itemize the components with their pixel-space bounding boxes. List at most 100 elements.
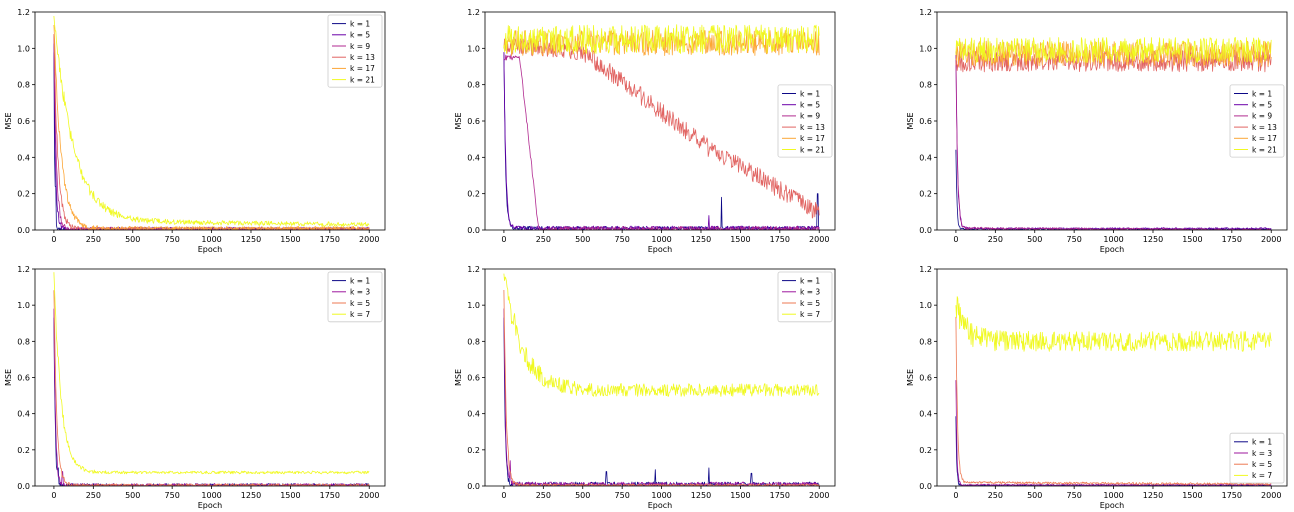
y-tick-label: 1.0 bbox=[17, 44, 30, 53]
x-tick-label: 1000 bbox=[201, 491, 221, 500]
subplot: 0 250 500 750 1000 1250 1500 1750 2000 0.0 0.2 0.4 0… bbox=[906, 265, 1288, 510]
y-tick-label: 0.6 bbox=[17, 374, 30, 383]
y-tick-label: 0.0 bbox=[467, 482, 480, 491]
series-group bbox=[53, 15, 370, 230]
x-tick-label: 1000 bbox=[1103, 491, 1123, 500]
x-tick-label: 0 bbox=[953, 491, 958, 500]
legend-label: k = 1 bbox=[350, 19, 370, 28]
x-tick-label: 1250 bbox=[1143, 491, 1163, 500]
series-line-k7 bbox=[503, 273, 820, 397]
y-axis-label: MSE bbox=[906, 369, 915, 386]
legend-label: k = 5 bbox=[350, 31, 370, 40]
y-tick-label: 0.4 bbox=[467, 153, 480, 162]
legend-label: k = 5 bbox=[800, 101, 820, 110]
x-tick-label: 0 bbox=[501, 235, 506, 244]
x-tick-label: 2000 bbox=[359, 491, 379, 500]
legend: k = 1 k = 3 k = 5 k = 7 bbox=[327, 271, 383, 323]
x-tick-label: 1000 bbox=[651, 491, 671, 500]
y-tick-label: 0.8 bbox=[467, 337, 480, 346]
series-line-k5 bbox=[955, 51, 1272, 230]
legend: k = 1 k = 3 k = 5 k = 7 bbox=[777, 271, 833, 323]
legend-box bbox=[777, 271, 833, 323]
series-line-k5 bbox=[503, 52, 820, 230]
x-tick-label: 1750 bbox=[320, 235, 340, 244]
x-axis-label: Epoch bbox=[1100, 245, 1125, 254]
x-tick-label: 750 bbox=[1067, 235, 1082, 244]
series-line-k21 bbox=[53, 15, 370, 227]
y-tick-label: 0.4 bbox=[17, 410, 30, 419]
y-tick-label: 0.4 bbox=[919, 153, 932, 162]
legend-label: k = 5 bbox=[800, 299, 820, 308]
legend-label: k = 13 bbox=[1252, 123, 1277, 132]
x-tick-label: 2000 bbox=[359, 235, 379, 244]
x-tick-label: 1250 bbox=[691, 235, 711, 244]
series-line-k3 bbox=[503, 308, 820, 486]
x-axis-label: Epoch bbox=[198, 245, 223, 254]
legend-label: k = 7 bbox=[1252, 471, 1272, 480]
x-tick-label: 250 bbox=[536, 235, 551, 244]
y-tick-label: 0.2 bbox=[17, 190, 30, 199]
x-tick-label: 1250 bbox=[241, 491, 261, 500]
y-axis-label: MSE bbox=[454, 369, 463, 386]
y-tick-label: 1.2 bbox=[919, 8, 932, 17]
subplot: 0 250 500 750 1000 1250 1500 1750 2000 0.0 0.2 0.4 0… bbox=[906, 8, 1288, 254]
series-line-k5 bbox=[955, 316, 1272, 486]
subplot: 0 250 500 750 1000 1250 1500 1750 2000 0.0 0.2 0.4 0… bbox=[454, 265, 836, 510]
y-axis-label: MSE bbox=[4, 369, 13, 386]
legend-label: k = 3 bbox=[1252, 449, 1272, 458]
legend-label: k = 3 bbox=[800, 288, 820, 297]
y-tick-label: 0.0 bbox=[467, 226, 480, 235]
legend: k = 1 k = 3 k = 5 k = 7 bbox=[1229, 432, 1285, 484]
series-line-k3 bbox=[955, 380, 1272, 486]
series-group bbox=[955, 37, 1272, 230]
x-tick-label: 750 bbox=[165, 235, 180, 244]
legend-label: k = 7 bbox=[800, 310, 820, 319]
x-tick-label: 500 bbox=[575, 235, 590, 244]
legend-label: k = 13 bbox=[350, 53, 375, 62]
legend-label: k = 7 bbox=[350, 310, 370, 319]
legend-label: k = 17 bbox=[800, 134, 825, 143]
x-tick-label: 250 bbox=[988, 235, 1003, 244]
series-group bbox=[53, 272, 370, 486]
x-tick-label: 1250 bbox=[241, 235, 261, 244]
y-tick-label: 1.2 bbox=[919, 265, 932, 274]
series-line-k7 bbox=[955, 296, 1272, 352]
x-axis-label: Epoch bbox=[198, 501, 223, 510]
y-tick-label: 0.6 bbox=[919, 374, 932, 383]
y-tick-label: 0.8 bbox=[17, 81, 30, 90]
x-tick-label: 0 bbox=[953, 235, 958, 244]
legend-label: k = 17 bbox=[1252, 134, 1277, 143]
y-tick-label: 0.8 bbox=[919, 81, 932, 90]
y-tick-label: 0.6 bbox=[467, 117, 480, 126]
legend-box bbox=[1229, 84, 1285, 158]
y-tick-label: 1.2 bbox=[467, 265, 480, 274]
x-axis-label: Epoch bbox=[1100, 501, 1125, 510]
series-line-k7 bbox=[53, 272, 370, 475]
series-line-k13 bbox=[53, 34, 370, 230]
y-tick-label: 0.0 bbox=[919, 226, 932, 235]
legend-label: k = 1 bbox=[350, 276, 370, 285]
x-tick-label: 1500 bbox=[280, 235, 300, 244]
x-tick-label: 750 bbox=[615, 235, 630, 244]
series-group bbox=[955, 296, 1272, 486]
x-tick-label: 1500 bbox=[1182, 235, 1202, 244]
x-tick-label: 1750 bbox=[1222, 491, 1242, 500]
y-tick-label: 0.4 bbox=[919, 410, 932, 419]
legend-label: k = 21 bbox=[350, 75, 375, 84]
x-tick-label: 500 bbox=[575, 491, 590, 500]
series-line-k21 bbox=[955, 37, 1272, 64]
x-tick-label: 500 bbox=[1027, 491, 1042, 500]
y-tick-label: 0.8 bbox=[467, 81, 480, 90]
legend-box bbox=[327, 271, 383, 323]
x-tick-label: 500 bbox=[1027, 235, 1042, 244]
y-axis-label: MSE bbox=[4, 112, 13, 129]
y-tick-label: 1.2 bbox=[17, 8, 30, 17]
y-tick-label: 1.0 bbox=[919, 44, 932, 53]
y-tick-label: 0.2 bbox=[919, 446, 932, 455]
x-axis-label: Epoch bbox=[648, 501, 673, 510]
x-tick-label: 1500 bbox=[280, 491, 300, 500]
series-line-k5 bbox=[53, 290, 370, 486]
legend: k = 1 k = 5 k = 9 k = 13 k = 17 k = 21 bbox=[327, 14, 383, 88]
legend-label: k = 9 bbox=[1252, 112, 1272, 121]
x-tick-label: 250 bbox=[86, 491, 101, 500]
